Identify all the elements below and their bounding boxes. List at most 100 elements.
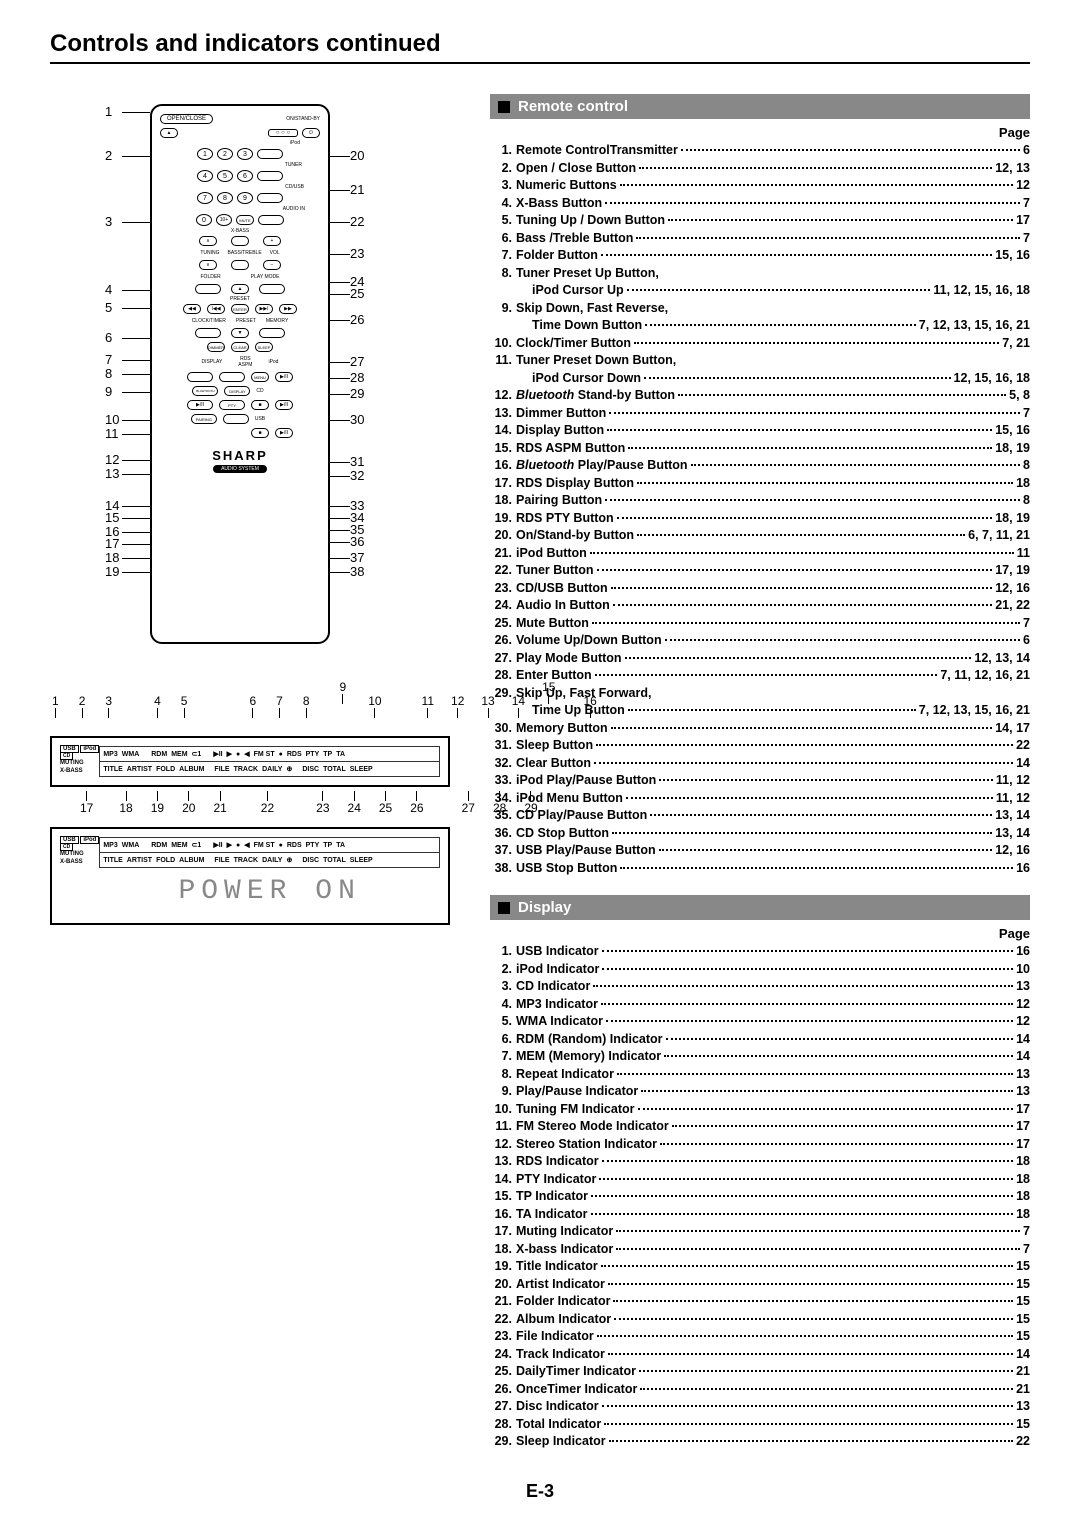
power-text: POWER ON xyxy=(99,868,440,915)
callout-number: 32 xyxy=(350,468,364,483)
xbass-button xyxy=(231,236,249,246)
index-item: 34.iPod Menu Button11, 12 xyxy=(490,790,1030,808)
num-0: 0 xyxy=(196,214,212,226)
num-5: 5 xyxy=(217,170,233,182)
num-3: 3 xyxy=(237,148,253,160)
index-item: 6.Bass /Treble Button7 xyxy=(490,230,1030,248)
callout-number: 26 xyxy=(350,312,364,327)
callout-number: 18 xyxy=(105,550,119,565)
bt-play: ▶/II xyxy=(187,400,213,410)
index-item: 22.Tuner Button17, 19 xyxy=(490,562,1030,580)
display-section-header: Display xyxy=(490,895,1030,920)
index-item: 18.Pairing Button8 xyxy=(490,492,1030,510)
index-item: 8.Tuner Preset Up Button, xyxy=(490,265,1030,283)
callout-number: 38 xyxy=(350,564,364,579)
index-item: 16.TA Indicator18 xyxy=(490,1206,1030,1224)
right-column: Remote control Page 1.Remote ControlTran… xyxy=(490,94,1030,1451)
content-columns: 12345678910111213141516171819 2021222324… xyxy=(50,94,1030,1451)
index-item: 12.Bluetooth Stand-by Button5, 8 xyxy=(490,387,1030,405)
index-item: 26.OnceTimer Indicator21 xyxy=(490,1381,1030,1399)
callout-number: 23 xyxy=(350,246,364,261)
open-close-button: OPEN/CLOSE xyxy=(160,114,213,124)
display-number: 9 xyxy=(340,680,347,704)
display-number: 13 xyxy=(481,694,494,718)
index-item: 27.Disc Indicator13 xyxy=(490,1398,1030,1416)
index-item: 10.Tuning FM Indicator17 xyxy=(490,1101,1030,1119)
display-panel-1: USB iPod CD MUTINGX-BASS MP3WMARDMMEM⊂1 … xyxy=(50,736,450,787)
standby-icon: ⏻ xyxy=(302,128,320,138)
index-item: 20.On/Stand-by Button6, 7, 11, 21 xyxy=(490,527,1030,545)
skip-up: ▶▶ xyxy=(279,304,297,314)
index-item: 1.USB Indicator16 xyxy=(490,943,1030,961)
index-item: 5.Tuning Up / Down Button17 xyxy=(490,212,1030,230)
remote-body: OPEN/CLOSE ON/STAND-BY ▲ ○ ○ ○ ⏻ iPod 1 … xyxy=(150,104,330,644)
display-index-list: 1.USB Indicator162.iPod Indicator103.CD … xyxy=(490,943,1030,1451)
index-item: 17.Muting Indicator7 xyxy=(490,1223,1030,1241)
pty2 xyxy=(223,414,249,424)
cdusb-button xyxy=(257,193,283,203)
eject-icon: ▲ xyxy=(160,128,178,138)
logo-sub: AUDIO SYSTEM xyxy=(213,465,267,473)
display-number: 23 xyxy=(316,791,329,815)
callout-number: 9 xyxy=(105,384,112,399)
index-item: 28.Enter Button7, 11, 12, 16, 21 xyxy=(490,667,1030,685)
callout-number: 37 xyxy=(350,550,364,565)
tune-down: ∨ xyxy=(199,260,217,270)
index-item: 19.RDS PTY Button18, 19 xyxy=(490,510,1030,528)
index-sub-item: iPod Cursor Down12, 15, 16, 18 xyxy=(490,370,1030,388)
clock-timer-button xyxy=(195,328,221,338)
index-item: 3.Numeric Buttons12 xyxy=(490,177,1030,195)
index-item: 20.Artist Indicator15 xyxy=(490,1276,1030,1294)
callout-number: 21 xyxy=(350,182,364,197)
display-number: 7 xyxy=(276,694,283,718)
display-number: 28 xyxy=(493,791,506,815)
folder-button xyxy=(195,284,221,294)
usb-stop: ■ xyxy=(251,428,269,438)
tuner-button xyxy=(257,171,283,181)
display-number: 1 xyxy=(52,694,59,718)
display-number: 4 xyxy=(154,694,161,718)
display-number: 27 xyxy=(462,791,475,815)
display-number: 16 xyxy=(583,694,596,718)
index-item: 16.Bluetooth Play/Pause Button8 xyxy=(490,457,1030,475)
vol-down: − xyxy=(263,260,281,270)
display-number: 22 xyxy=(261,791,274,815)
index-item: 4.X-Bass Button7 xyxy=(490,195,1030,213)
callout-number: 2 xyxy=(105,148,112,163)
index-item: 29.Sleep Indicator22 xyxy=(490,1433,1030,1451)
playmode-button xyxy=(259,284,285,294)
num-6: 6 xyxy=(237,170,253,182)
display-diagram: 12345678910111213141516 USB iPod CD MUTI… xyxy=(50,694,450,944)
index-item: 3.CD Indicator13 xyxy=(490,978,1030,996)
display-page-label: Page xyxy=(490,926,1030,941)
index-item: 37.USB Play/Pause Button12, 16 xyxy=(490,842,1030,860)
index-item: 4.MP3 Indicator12 xyxy=(490,996,1030,1014)
display-number: 2 xyxy=(79,694,86,718)
display-number: 8 xyxy=(303,694,310,718)
index-item: 13.Dimmer Button7 xyxy=(490,405,1030,423)
callout-number: 10 xyxy=(105,412,119,427)
index-item: 2.iPod Indicator10 xyxy=(490,961,1030,979)
display-number: 17 xyxy=(80,791,93,815)
index-item: 13.RDS Indicator18 xyxy=(490,1153,1030,1171)
callout-number: 3 xyxy=(105,214,112,229)
num-8: 8 xyxy=(217,192,233,204)
index-item: 36.CD Stop Button13, 14 xyxy=(490,825,1030,843)
display-number: 15 xyxy=(542,680,555,704)
display-number: 18 xyxy=(119,791,132,815)
callout-number: 31 xyxy=(350,454,364,469)
callout-number: 27 xyxy=(350,354,364,369)
callout-number: 11 xyxy=(105,426,119,441)
vol-up: + xyxy=(263,236,281,246)
display-number: 14 xyxy=(512,694,525,718)
callout-number: 30 xyxy=(350,412,364,427)
pairing-button: PAIRING xyxy=(191,414,217,424)
callout-number: 17 xyxy=(105,536,119,551)
index-sub-item: iPod Cursor Up11, 12, 15, 16, 18 xyxy=(490,282,1030,300)
index-item: 25.Mute Button7 xyxy=(490,615,1030,633)
index-item: 25.DailyTimer Indicator21 xyxy=(490,1363,1030,1381)
cd-play: ▶/II xyxy=(275,400,293,410)
index-item: 27.Play Mode Button12, 13, 14 xyxy=(490,650,1030,668)
num-9: 9 xyxy=(237,192,253,204)
display-number: 12 xyxy=(451,694,464,718)
